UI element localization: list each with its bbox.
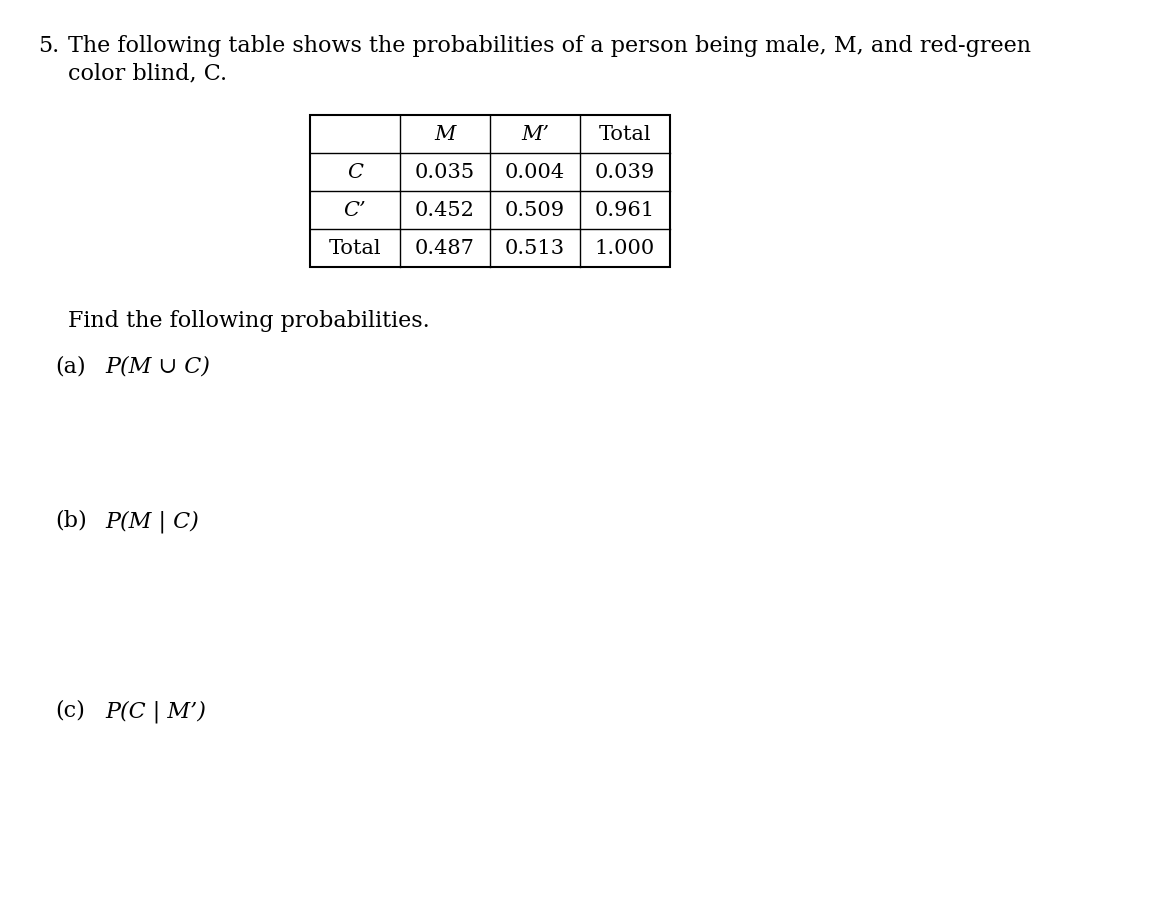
Text: 0.039: 0.039 xyxy=(595,162,655,181)
Text: color blind, C.: color blind, C. xyxy=(68,62,227,84)
Text: M: M xyxy=(434,124,455,143)
Text: C’: C’ xyxy=(343,200,367,219)
Text: (c): (c) xyxy=(55,700,85,722)
Text: The following table shows the probabilities of a person being male, M, and red-g: The following table shows the probabilit… xyxy=(68,35,1031,57)
Text: Total: Total xyxy=(598,124,652,143)
Text: 0.513: 0.513 xyxy=(505,238,565,257)
Text: (b): (b) xyxy=(55,510,87,532)
Bar xyxy=(310,115,670,267)
Text: (a): (a) xyxy=(55,355,86,377)
Text: 0.035: 0.035 xyxy=(414,162,475,181)
Text: 0.961: 0.961 xyxy=(595,200,655,219)
Text: Find the following probabilities.: Find the following probabilities. xyxy=(68,310,430,332)
Text: 5.: 5. xyxy=(38,35,59,57)
Text: P(M | C): P(M | C) xyxy=(105,510,199,532)
Text: M’: M’ xyxy=(521,124,549,143)
Text: 1.000: 1.000 xyxy=(595,238,655,257)
Text: P(M ∪ C): P(M ∪ C) xyxy=(105,355,210,377)
Text: 0.004: 0.004 xyxy=(505,162,565,181)
Text: P(C | M’): P(C | M’) xyxy=(105,700,206,723)
Text: 0.452: 0.452 xyxy=(416,200,475,219)
Text: 0.487: 0.487 xyxy=(416,238,475,257)
Text: 0.509: 0.509 xyxy=(505,200,565,219)
Text: Total: Total xyxy=(328,238,382,257)
Text: C: C xyxy=(347,162,363,181)
